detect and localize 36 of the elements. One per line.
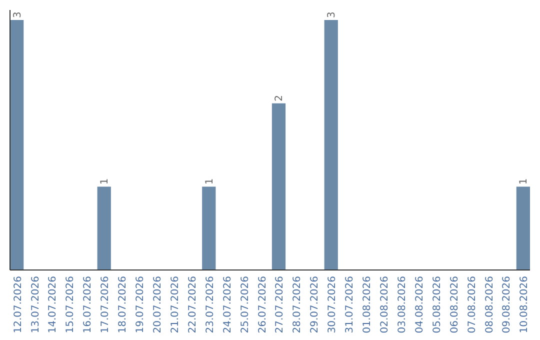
x-tick-label: 03.08.2026 (396, 276, 408, 334)
x-tick-label: 29.07.2026 (310, 276, 321, 334)
x-tick-label: 24.07.2026 (222, 276, 234, 334)
x-tick-label: 30.07.2026 (327, 276, 338, 334)
data-label: 1 (518, 178, 530, 185)
x-tick-label: 02.08.2026 (380, 276, 390, 334)
data-label: 3 (12, 12, 24, 18)
x-tick-label: 31.07.2026 (344, 276, 356, 334)
x-tick-label: 09.08.2026 (502, 276, 513, 334)
x-tick-label: 17.07.2026 (100, 276, 112, 334)
x-tick-label: 16.07.2026 (82, 276, 94, 334)
x-tick-label: 23.07.2026 (204, 276, 216, 334)
x-tick-label: 07.08.2026 (466, 276, 478, 334)
x-tick-label: 06.08.2026 (449, 276, 460, 334)
x-tick-label: 12.07.2026 (12, 276, 24, 334)
data-label: 1 (100, 178, 111, 185)
x-tick-label: 05.08.2026 (432, 276, 443, 334)
data-label: 2 (274, 94, 286, 102)
x-tick-label: 13.07.2026 (30, 276, 42, 334)
data-label: 1 (204, 178, 216, 185)
x-tick-label: 22.07.2026 (187, 276, 198, 334)
x-tick-label: 18.07.2026 (118, 276, 129, 334)
data-label: 3 (326, 12, 338, 18)
x-tick-label: 15.07.2026 (65, 276, 76, 334)
x-tick-label: 14.07.2026 (48, 276, 59, 334)
x-tick-label: 25.07.2026 (240, 276, 251, 334)
x-tick-label: 27.07.2026 (274, 276, 286, 334)
x-tick-label: 19.07.2026 (135, 276, 146, 334)
x-tick-label: 28.07.2026 (292, 276, 304, 334)
x-tick-label: 10.08.2026 (519, 276, 530, 334)
x-tick-label: 21.07.2026 (170, 276, 181, 334)
x-tick-label: 01.08.2026 (362, 276, 374, 334)
x-tick-label: 04.08.2026 (414, 276, 426, 334)
x-tick-label: 08.08.2026 (484, 276, 496, 334)
x-tick-label: 20.07.2026 (152, 276, 164, 334)
x-tick-label: 26.07.2026 (257, 276, 268, 334)
